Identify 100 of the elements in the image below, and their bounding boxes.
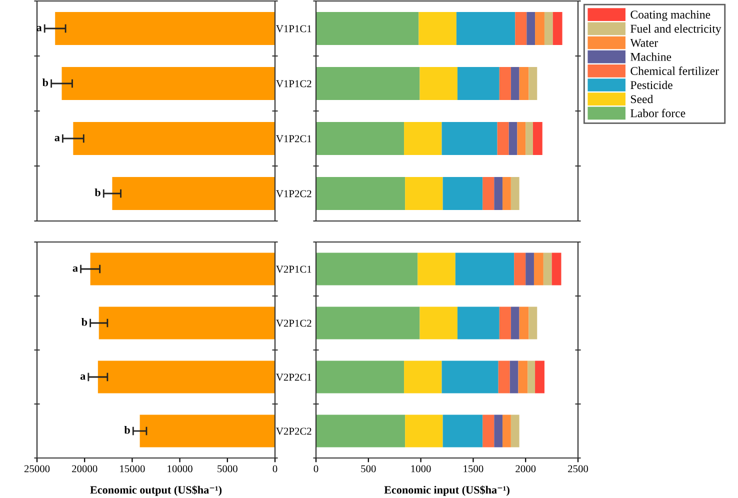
annotation: a: [80, 374, 86, 380]
bar: [528, 67, 538, 100]
bar: [510, 414, 520, 448]
bar: [502, 414, 511, 448]
bar: [404, 122, 442, 155]
bar: [457, 306, 500, 340]
x-tick-label: 1500: [464, 465, 484, 472]
bar: [404, 360, 442, 394]
y-tick-label: V2P2C1: [276, 374, 312, 381]
bar: [552, 252, 562, 286]
bar: [90, 252, 275, 286]
bar: [316, 306, 420, 340]
x-tick-label: 0: [314, 465, 318, 472]
annotation: b: [94, 188, 100, 196]
bar: [528, 360, 536, 394]
bar: [316, 122, 404, 155]
bar: [316, 414, 406, 448]
bar: [420, 67, 458, 100]
x-tick-label: 10000: [168, 465, 192, 472]
bar: [498, 360, 510, 394]
bar: [420, 306, 458, 340]
x-tick-label: 2000: [516, 465, 536, 472]
legend-label: Seed: [630, 94, 654, 104]
bar: [98, 306, 275, 340]
legend-label: Pesticide: [630, 80, 672, 90]
x-tick-label: 0: [272, 465, 278, 472]
bar: [526, 12, 536, 45]
bar: [528, 306, 538, 340]
bar: [98, 360, 275, 394]
bar: [316, 252, 418, 286]
y-tick-label: V2P2C2: [276, 428, 312, 435]
legend-label: Chemical fertilizer: [630, 66, 719, 75]
bar: [499, 67, 511, 100]
bar: [418, 252, 456, 286]
legend-label: Fuel and electricity: [630, 24, 722, 36]
bar: [316, 177, 406, 210]
bar: [552, 12, 562, 45]
x-tick-label: 1000: [411, 465, 431, 472]
bar: [442, 360, 498, 394]
bar: [510, 177, 520, 210]
bar: [535, 360, 544, 394]
bar: [543, 252, 552, 286]
annotation: a: [72, 266, 78, 272]
legend-label: Coating machine: [630, 10, 710, 22]
y-tick-label: V1P1C2: [276, 80, 312, 88]
x-tick-label: 5000: [218, 465, 238, 472]
bar: [457, 67, 500, 100]
x-tick-label: 20000: [72, 465, 98, 472]
bar: [442, 122, 498, 155]
bar: [518, 360, 528, 394]
bar: [405, 177, 443, 210]
bar: [455, 252, 514, 286]
legend-label: Water: [630, 38, 658, 47]
bar: [517, 122, 526, 155]
bar: [499, 306, 511, 340]
bar: [532, 122, 542, 155]
bar: [544, 12, 553, 45]
bar: [140, 414, 275, 448]
bar: [510, 67, 520, 100]
bar: [316, 12, 419, 45]
bar: [405, 414, 443, 448]
y-tick-label: V1P1C1: [276, 25, 312, 32]
bar: [73, 122, 275, 155]
bar: [502, 177, 511, 210]
annotation: b: [124, 426, 130, 434]
annotation: b: [42, 78, 48, 86]
bar: [55, 12, 275, 45]
legend-label: Machine: [630, 52, 672, 61]
bar: [519, 306, 529, 340]
bar: [510, 306, 520, 340]
bar: [418, 12, 456, 45]
bar: [534, 252, 544, 286]
bar: [316, 360, 404, 394]
bar: [62, 67, 275, 100]
bar: [112, 177, 275, 210]
bar: [510, 360, 518, 394]
x-axis-title: Economic output (US$ha⁻¹): [90, 486, 222, 496]
annotation: a: [54, 136, 60, 142]
bar: [508, 122, 518, 155]
bar: [526, 122, 533, 155]
bar: [316, 67, 420, 100]
bar: [494, 414, 503, 448]
bar: [497, 122, 509, 155]
y-tick-label: V1P2C2: [276, 190, 312, 198]
y-tick-label: V2P1C1: [276, 266, 312, 273]
x-axis-title: Economic input (US$ha⁻¹): [384, 486, 510, 496]
annotation: b: [81, 318, 88, 326]
x-tick-label: 500: [361, 465, 376, 472]
bar: [494, 177, 503, 210]
bar: [442, 177, 483, 210]
bar: [519, 67, 529, 100]
bar: [482, 177, 494, 210]
legend-label: Labor force: [630, 108, 686, 118]
bar: [442, 414, 483, 448]
x-tick-label: 15000: [120, 465, 145, 472]
y-tick-label: V2P1C2: [276, 320, 312, 327]
bar: [535, 12, 544, 45]
x-tick-label: 2500: [568, 465, 588, 472]
bar: [456, 12, 516, 45]
bar: [514, 252, 526, 286]
